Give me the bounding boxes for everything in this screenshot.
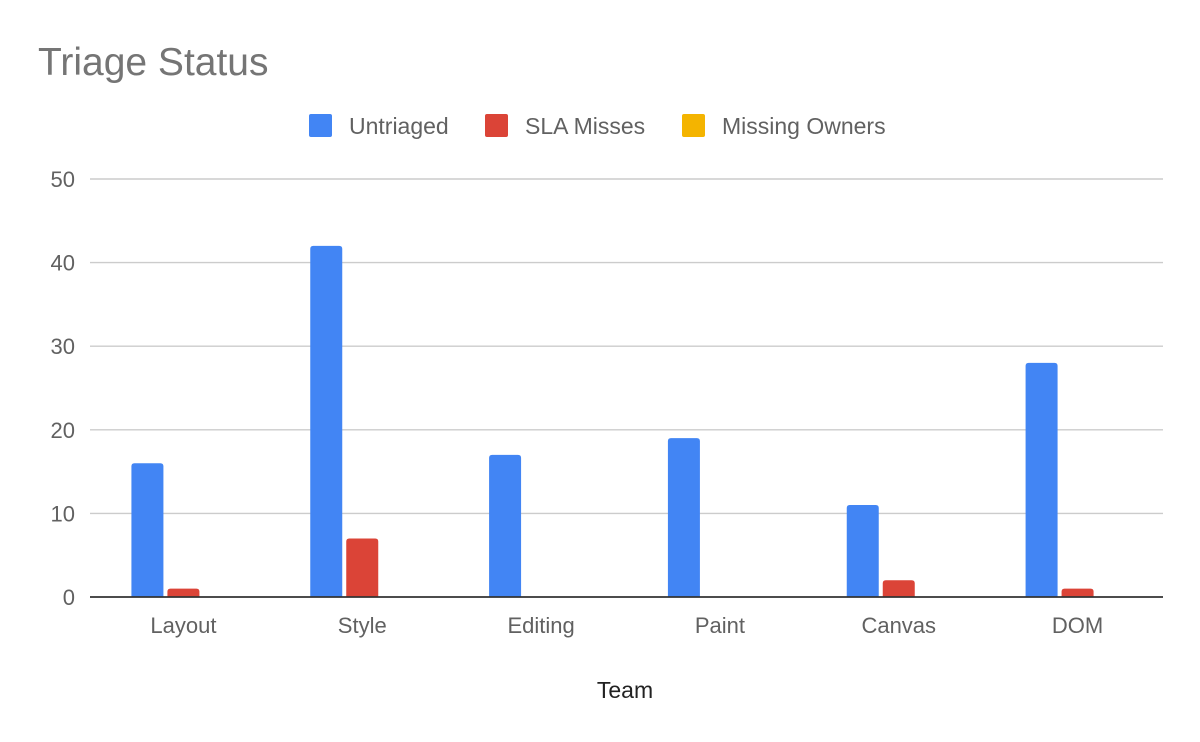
bar-untriaged-layout <box>131 463 164 597</box>
legend-swatch-missing-owners <box>682 114 705 137</box>
x-tick-label: Layout <box>150 613 216 638</box>
x-tick-label: DOM <box>1052 613 1103 638</box>
x-axis-ticks: Layout Style Editing Paint Canvas DOM <box>150 613 1103 638</box>
x-tick-label: Editing <box>507 613 574 638</box>
y-tick-label: 10 <box>51 501 75 526</box>
bar-sla-misses-style <box>346 538 379 597</box>
y-tick-label: 20 <box>51 418 75 443</box>
y-tick-label: 30 <box>51 334 75 359</box>
legend: Untriaged SLA Misses Missing Owners <box>309 113 886 139</box>
y-tick-label: 40 <box>51 251 75 276</box>
y-axis-ticks: 0 10 20 30 40 50 <box>51 167 75 610</box>
bars <box>131 245 1094 597</box>
bar-untriaged-canvas <box>846 505 879 597</box>
bar-untriaged-dom <box>1025 362 1058 597</box>
y-tick-label: 0 <box>63 585 75 610</box>
y-tick-label: 50 <box>51 167 75 192</box>
x-tick-label: Style <box>338 613 387 638</box>
bar-sla-misses-canvas <box>882 580 915 597</box>
bar-sla-misses-layout <box>167 588 200 597</box>
gridlines <box>90 178 1163 515</box>
x-axis-title: Team <box>597 677 653 703</box>
x-tick-label: Canvas <box>861 613 936 638</box>
chart-title: Triage Status <box>38 41 269 84</box>
legend-label-missing-owners: Missing Owners <box>722 113 886 139</box>
legend-label-untriaged: Untriaged <box>349 113 449 139</box>
legend-swatch-untriaged <box>309 114 332 137</box>
legend-label-sla-misses: SLA Misses <box>525 113 645 139</box>
legend-swatch-sla-misses <box>485 114 508 137</box>
bar-sla-misses-dom <box>1061 588 1094 597</box>
bar-untriaged-paint <box>667 438 700 597</box>
bar-untriaged-style <box>310 245 343 597</box>
bar-untriaged-editing <box>489 454 522 597</box>
x-tick-label: Paint <box>695 613 745 638</box>
